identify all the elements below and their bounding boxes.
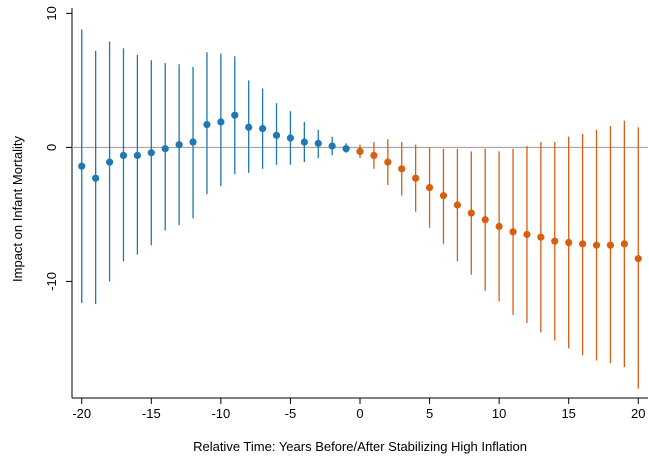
estimate-point-before	[162, 145, 169, 152]
estimate-point-after	[496, 223, 503, 230]
estimate-point-after	[482, 216, 489, 223]
error-bars-layer	[82, 29, 639, 388]
points-layer	[78, 112, 642, 263]
estimate-point-before	[217, 118, 224, 125]
estimate-point-before	[259, 125, 266, 132]
estimate-point-before	[315, 140, 322, 147]
estimate-point-after	[412, 175, 419, 182]
x-axis-title: Relative Time: Years Before/After Stabil…	[193, 439, 527, 454]
estimate-point-before	[120, 152, 127, 159]
estimate-point-before	[329, 142, 336, 149]
estimate-point-before	[148, 149, 155, 156]
estimate-point-before	[231, 112, 238, 119]
estimate-point-after	[579, 240, 586, 247]
x-tick-label: -5	[285, 406, 297, 421]
x-tick-label: 10	[492, 406, 506, 421]
y-tick-label: 10	[44, 6, 59, 20]
estimate-point-before	[203, 121, 210, 128]
estimate-point-after	[440, 192, 447, 199]
estimate-point-after	[384, 159, 391, 166]
estimate-point-before	[301, 138, 308, 145]
estimate-point-before	[342, 145, 349, 152]
x-tick-label: 15	[561, 406, 575, 421]
estimate-point-after	[565, 239, 572, 246]
estimate-point-before	[245, 124, 252, 131]
estimate-point-before	[106, 159, 113, 166]
estimate-point-after	[468, 209, 475, 216]
estimate-point-before	[78, 163, 85, 170]
estimate-point-before	[189, 138, 196, 145]
y-axis-title: Impact on Infant Mortality	[10, 136, 25, 282]
x-tick-label: -20	[72, 406, 91, 421]
estimate-point-after	[523, 231, 530, 238]
y-tick-label: 0	[44, 144, 59, 151]
x-tick-label: 0	[356, 406, 363, 421]
estimate-point-after	[621, 240, 628, 247]
estimate-point-after	[593, 242, 600, 249]
estimate-point-after	[607, 242, 614, 249]
estimate-point-before	[92, 175, 99, 182]
x-tick-label: -10	[211, 406, 230, 421]
estimate-point-after	[551, 238, 558, 245]
estimate-point-after	[356, 148, 363, 155]
x-tick-label: 20	[631, 406, 645, 421]
estimate-point-after	[537, 234, 544, 241]
estimate-point-after	[370, 152, 377, 159]
estimate-point-after	[426, 184, 433, 191]
estimate-point-after	[454, 201, 461, 208]
estimate-point-after	[398, 165, 405, 172]
estimate-point-before	[287, 134, 294, 141]
estimate-point-before	[176, 141, 183, 148]
estimate-point-before	[134, 152, 141, 159]
y-tick-label: -10	[44, 272, 59, 291]
estimate-point-before	[273, 132, 280, 139]
estimate-point-after	[509, 228, 516, 235]
x-tick-label: -15	[142, 406, 161, 421]
estimate-point-after	[635, 255, 642, 262]
x-tick-label: 5	[426, 406, 433, 421]
